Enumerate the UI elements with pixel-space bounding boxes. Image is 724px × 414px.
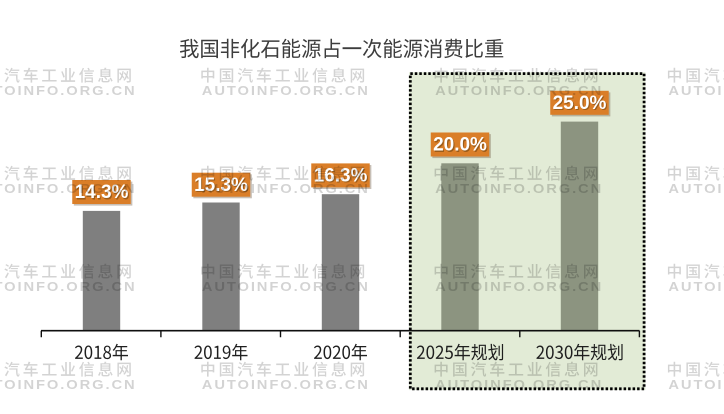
svg-text:25.0%: 25.0% bbox=[554, 94, 608, 115]
svg-text:20.0%: 20.0% bbox=[433, 135, 487, 156]
svg-text:25.0%: 25.0% bbox=[553, 93, 607, 114]
svg-text:20.0%: 20.0% bbox=[434, 136, 488, 157]
